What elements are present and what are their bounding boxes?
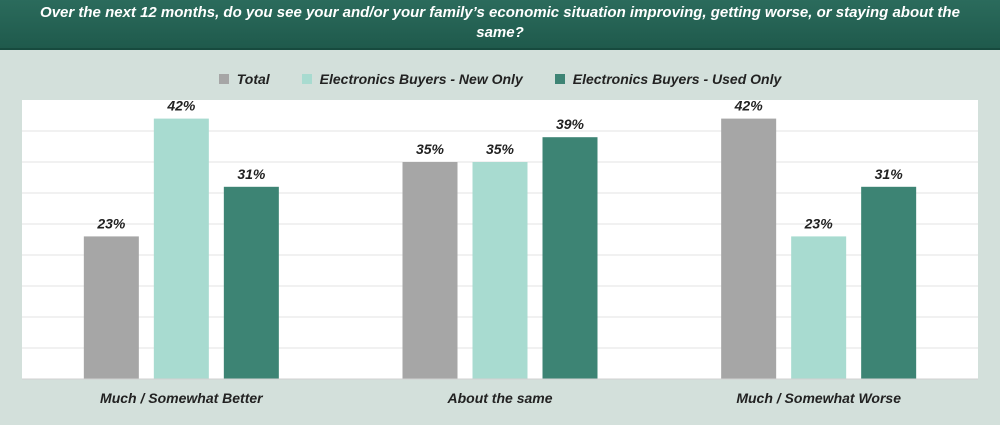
bar [861,186,917,379]
category-label: Much / Somewhat Worse [736,390,901,406]
data-label: 31% [875,166,904,182]
legend-swatch-new-only [301,74,312,84]
chart-title: Over the next 12 months, do you see your… [40,4,960,41]
legend-label-total: Total [236,71,270,87]
legend: Total Electronics Buyers - New Only Elec… [0,68,1000,90]
data-label: 31% [237,166,266,182]
legend-item-used-only: Electronics Buyers - Used Only [554,71,782,87]
bar [791,236,847,379]
bar [83,236,139,379]
category-label: About the same [446,390,552,406]
legend-swatch-used-only [554,74,565,84]
data-label: 39% [556,116,585,132]
bar [721,118,777,379]
data-label: 42% [734,98,764,114]
bar [223,186,279,379]
data-label: 35% [416,141,445,157]
data-label: 23% [96,215,126,231]
bar [542,137,598,379]
bar [472,162,528,379]
data-label: 35% [486,141,515,157]
data-label: 23% [804,215,834,231]
header-banner: Over the next 12 months, do you see your… [0,0,1000,50]
category-label: Much / Somewhat Better [100,390,264,406]
data-label: 42% [166,98,196,114]
legend-label-used-only: Electronics Buyers - Used Only [572,71,782,87]
bar [153,118,209,379]
bar [402,162,458,379]
legend-item-total: Total [218,71,270,87]
legend-item-new-only: Electronics Buyers - New Only [301,71,523,87]
legend-label-new-only: Electronics Buyers - New Only [319,71,523,87]
legend-swatch-total [218,74,229,84]
